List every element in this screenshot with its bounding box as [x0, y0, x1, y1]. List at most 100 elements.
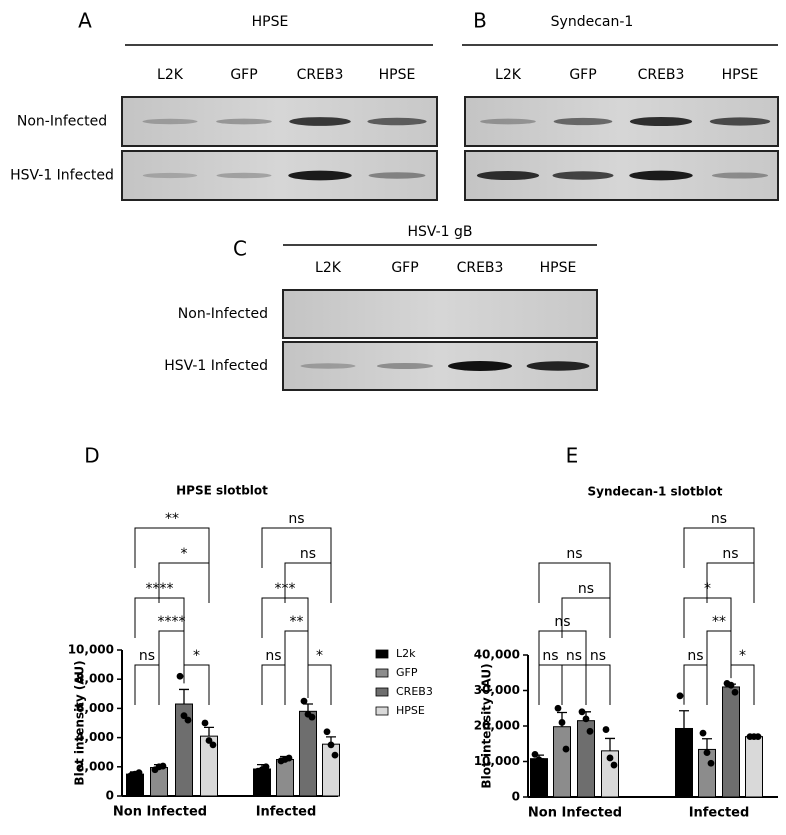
blot-image	[121, 150, 438, 201]
y-tick-label: 20,000	[474, 719, 520, 733]
significance-label: *	[739, 648, 746, 664]
data-point	[586, 727, 594, 735]
significance-bracket	[284, 630, 309, 671]
bar	[553, 726, 571, 798]
x-tick-label: Infected	[256, 805, 317, 820]
y-axis-label: Blot intensity (AU)	[480, 663, 494, 788]
panel-letter: E	[566, 444, 579, 468]
error-bar	[679, 710, 689, 729]
blot-band	[553, 117, 613, 126]
data-point	[707, 759, 715, 767]
x-tick-label: Non Infected	[113, 805, 207, 820]
y-tick-label: 10,000	[474, 754, 520, 768]
blot-band	[526, 361, 590, 371]
data-point	[610, 761, 618, 769]
lane-label: HPSE	[379, 67, 416, 83]
data-point	[539, 758, 547, 765]
error-bar	[702, 738, 712, 750]
significance-label: ns	[722, 546, 738, 562]
significance-label: ns	[542, 648, 558, 664]
blot-band	[629, 116, 693, 127]
significance-bracket	[683, 664, 708, 705]
legend-label: HPSE	[396, 704, 425, 717]
significance-bracket	[183, 664, 210, 705]
data-point	[209, 741, 217, 749]
data-point	[602, 726, 610, 733]
y-tick-label: 10,000	[68, 643, 114, 657]
significance-label: **	[165, 511, 179, 527]
blot-band	[448, 361, 512, 371]
legend-swatch	[375, 687, 389, 697]
blot-band	[376, 362, 434, 370]
data-point	[531, 751, 539, 758]
significance-label: ns	[300, 546, 316, 562]
y-tick-label: 8,000	[76, 672, 114, 686]
significance-bracket	[561, 597, 611, 638]
significance-label: ns	[566, 546, 582, 562]
chart-title: HPSE slotblot	[176, 484, 268, 498]
significance-label: ****	[158, 614, 186, 630]
significance-bracket	[158, 562, 210, 603]
data-point	[754, 733, 762, 741]
legend-swatch	[375, 668, 389, 678]
significance-bracket	[158, 630, 185, 671]
row-label: Non-Infected	[17, 114, 107, 130]
lane-label: GFP	[569, 67, 596, 83]
blot-title: HPSE	[252, 14, 289, 30]
data-point	[703, 749, 711, 757]
legend-swatch	[375, 706, 389, 716]
y-axis-label: Blot intensity (AU)	[73, 660, 87, 785]
blot-band	[711, 172, 769, 179]
lane-label: GFP	[230, 67, 257, 83]
significance-bracket	[307, 664, 332, 705]
significance-bracket	[706, 630, 732, 671]
chart-title: Syndecan-1 slotblot	[588, 485, 723, 499]
data-point	[731, 688, 739, 696]
bar	[530, 758, 548, 798]
data-point	[562, 745, 570, 753]
data-point	[582, 715, 590, 723]
significance-bracket	[561, 664, 587, 705]
legend-swatch	[375, 649, 389, 659]
significance-bracket	[683, 527, 755, 568]
bar	[322, 743, 340, 797]
data-point	[554, 704, 562, 712]
significance-bracket	[284, 562, 332, 603]
data-point	[684, 743, 692, 751]
y-tick-label: 4,000	[76, 730, 114, 744]
row-label: HSV-1 Infected	[10, 168, 114, 184]
significance-bracket	[134, 664, 160, 705]
error-bar	[605, 737, 615, 751]
blot-band	[300, 363, 356, 369]
y-tick-label: 6,000	[76, 701, 114, 715]
blot-band	[552, 171, 614, 180]
data-point	[135, 769, 143, 777]
data-point	[606, 754, 614, 762]
significance-label: *	[193, 648, 200, 664]
bar	[722, 686, 740, 798]
significance-bracket	[538, 562, 611, 603]
blot-band	[142, 172, 198, 179]
row-label: HSV-1 Infected	[164, 358, 268, 374]
panel-letter: A	[78, 9, 92, 33]
error-bar	[204, 726, 214, 737]
significance-label: ns	[578, 581, 594, 597]
blot-title: Syndecan-1	[551, 14, 634, 30]
blot-title: HSV-1 gB	[407, 224, 472, 240]
significance-bracket	[261, 527, 332, 568]
bar	[698, 748, 716, 798]
bar	[299, 710, 317, 797]
significance-label: ns	[566, 648, 582, 664]
significance-label: ns	[288, 511, 304, 527]
blot-band	[480, 118, 536, 125]
y-tick-label: 0	[512, 790, 520, 804]
significance-label: ns	[265, 648, 281, 664]
y-tick-label: 40,000	[474, 648, 520, 662]
panel-letter: C	[233, 237, 247, 261]
data-point	[201, 719, 209, 727]
lane-label: CREB3	[457, 260, 504, 276]
blot-band	[368, 172, 426, 179]
significance-bracket	[585, 664, 611, 705]
legend-label: CREB3	[396, 685, 433, 698]
